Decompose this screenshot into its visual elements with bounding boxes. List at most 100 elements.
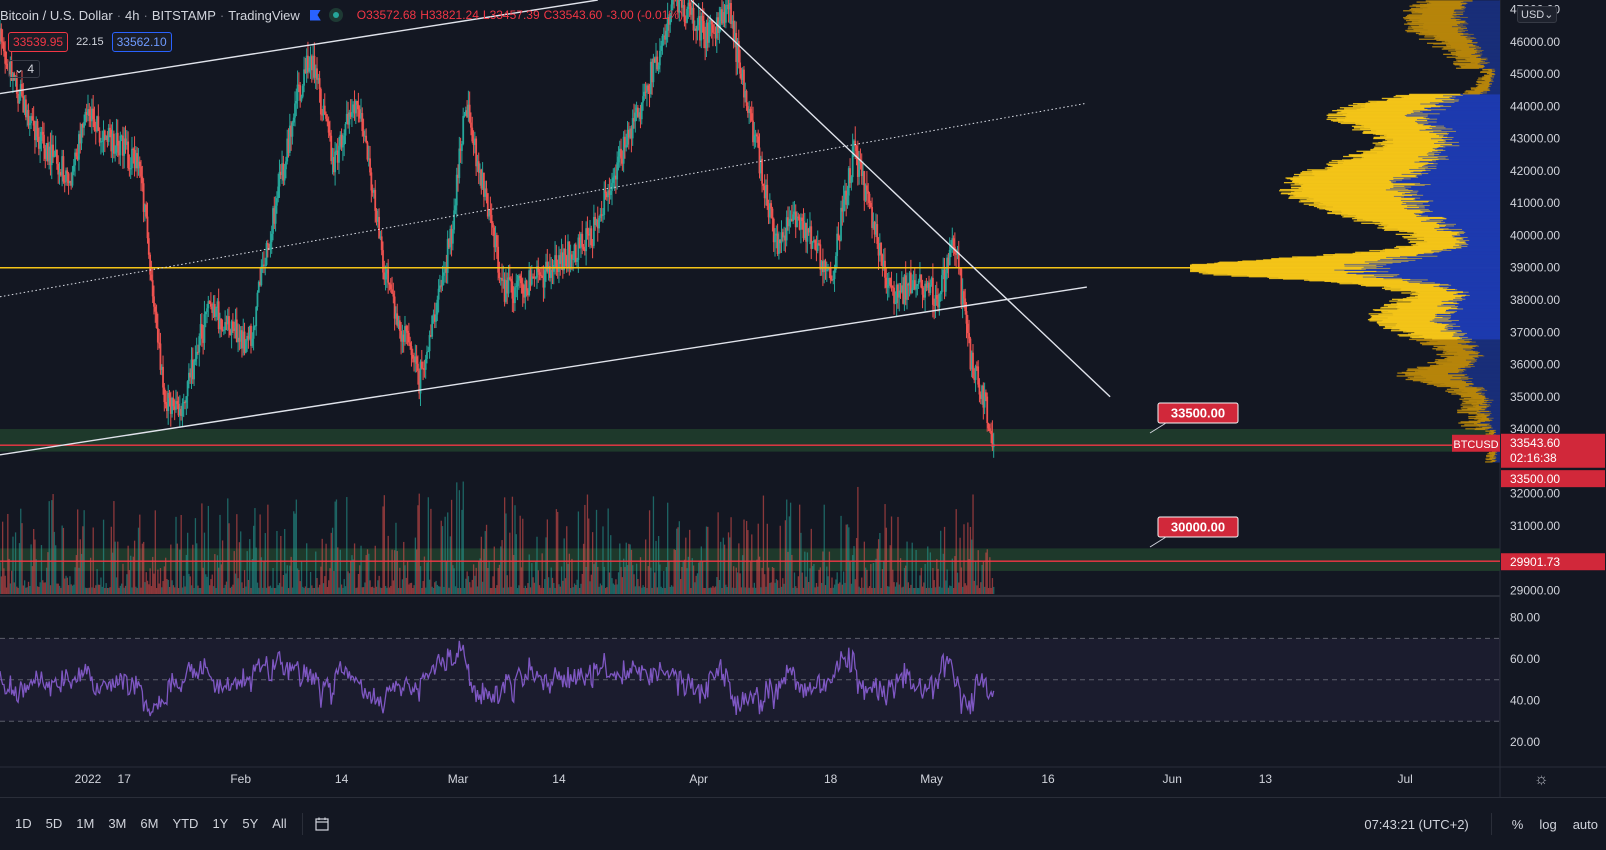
ask-price[interactable]: 33562.10 [111, 32, 172, 52]
volume-bar [633, 574, 635, 594]
interval-label[interactable]: 4h [125, 7, 140, 23]
candle-body [142, 183, 145, 212]
timeframe-1d[interactable]: 1D [15, 816, 32, 831]
candle-body [537, 266, 540, 273]
candle-body [978, 384, 981, 395]
volume-bar [430, 508, 432, 594]
volume-bar [79, 539, 81, 594]
volume-bar [20, 508, 22, 594]
volume-bar [70, 584, 72, 594]
ohlc-low: L33457.39 [482, 8, 540, 22]
volume-bar [65, 575, 67, 594]
candle-body [402, 334, 405, 342]
candle-body [162, 366, 164, 388]
time-label-4: Mar [448, 772, 469, 786]
volume-bar [463, 587, 466, 594]
candle-body [348, 112, 351, 125]
clock-display[interactable]: 07:43:21 (UTC+2) [1364, 816, 1469, 832]
candle-body [604, 189, 607, 194]
volume-bar [119, 585, 122, 594]
volume-bar [30, 544, 32, 594]
candle-body [128, 168, 131, 170]
candle-body [61, 156, 64, 176]
candle-body [643, 91, 646, 97]
volume-bar [480, 536, 483, 594]
candle-body [171, 398, 173, 414]
volume-bar [500, 546, 502, 594]
timeframe-5y[interactable]: 5Y [242, 816, 259, 831]
volume-bar [434, 582, 436, 594]
volume-bar [272, 567, 274, 594]
flag-icon[interactable] [309, 9, 321, 21]
bid-ask-panel[interactable]: 33539.95 22.15 33562.10 [8, 32, 172, 52]
volume-bar [879, 532, 881, 594]
timeframe-ytd[interactable]: YTD [172, 816, 199, 831]
volume-bar [678, 521, 680, 594]
volume-bar [219, 514, 221, 594]
log-scale-button[interactable]: log [1539, 816, 1557, 832]
candle-body [739, 62, 741, 74]
volume-bar [756, 559, 758, 594]
candle-body [85, 111, 88, 116]
symbol-legend[interactable]: Bitcoin / U.S. Dollar · 4h · BITSTAMP · … [0, 5, 683, 25]
volume-bar [431, 586, 433, 594]
volume-bar [214, 554, 216, 594]
percent-scale-button[interactable]: % [1511, 816, 1524, 832]
level-tag-lower-box [1157, 516, 1239, 538]
candle-body [864, 185, 867, 201]
candle-body [248, 325, 251, 339]
volume-bar [791, 554, 793, 594]
market-status-icon[interactable] [328, 8, 343, 22]
timeframe-5d[interactable]: 5D [45, 816, 63, 831]
calendar-range-icon[interactable] [315, 817, 329, 831]
volume-bar [289, 565, 291, 594]
candle-body [704, 39, 707, 49]
candle-body [206, 308, 208, 312]
candle-body [605, 193, 608, 198]
price-tick-17: 29000.00 [1510, 583, 1560, 597]
auto-scale-button[interactable]: auto [1572, 816, 1598, 832]
volume-bar [965, 585, 968, 594]
candle-body [124, 138, 127, 145]
candle-body [942, 269, 945, 276]
volume-bar [744, 587, 746, 594]
candle-body [114, 152, 117, 154]
candle-body [570, 254, 573, 260]
symbol-name[interactable]: Bitcoin / U.S. Dollar [0, 7, 113, 23]
bid-price[interactable]: 33539.95 [8, 32, 69, 52]
candle-body [361, 113, 364, 132]
candle-body [176, 401, 179, 404]
candle-body [4, 51, 7, 64]
volume-bar [823, 504, 825, 594]
candle-body [960, 268, 963, 305]
volume-bar [771, 566, 774, 594]
volume-bar [218, 567, 220, 594]
volume-bar [215, 587, 217, 594]
candle-body [177, 403, 180, 416]
volume-bar [509, 532, 511, 594]
candle-body [519, 275, 522, 279]
volume-bar [198, 588, 200, 594]
volume-bar [886, 586, 889, 594]
timeframe-1m[interactable]: 1M [76, 816, 95, 831]
timeframe-all[interactable]: All [272, 816, 287, 831]
candle-body [217, 301, 220, 330]
indicators-toggle[interactable]: ⌄ 4 [8, 60, 41, 78]
candle-body [677, 0, 679, 13]
timeframe-3m[interactable]: 3M [108, 816, 127, 831]
volume-bar [551, 577, 554, 594]
timeframe-1y[interactable]: 1Y [212, 816, 229, 831]
volume-bar [368, 553, 370, 594]
candle-body [796, 216, 798, 228]
gear-icon[interactable]: ☼ [1534, 771, 1549, 788]
timeframe-6m[interactable]: 6M [140, 816, 159, 831]
volume-bar [767, 567, 770, 594]
currency-button[interactable]: USD⌄ [1517, 6, 1558, 23]
candle-body [558, 255, 560, 273]
candle-body [836, 233, 839, 257]
volume-bar [378, 575, 380, 594]
volume-bar [814, 587, 816, 594]
candle-body [624, 136, 626, 148]
